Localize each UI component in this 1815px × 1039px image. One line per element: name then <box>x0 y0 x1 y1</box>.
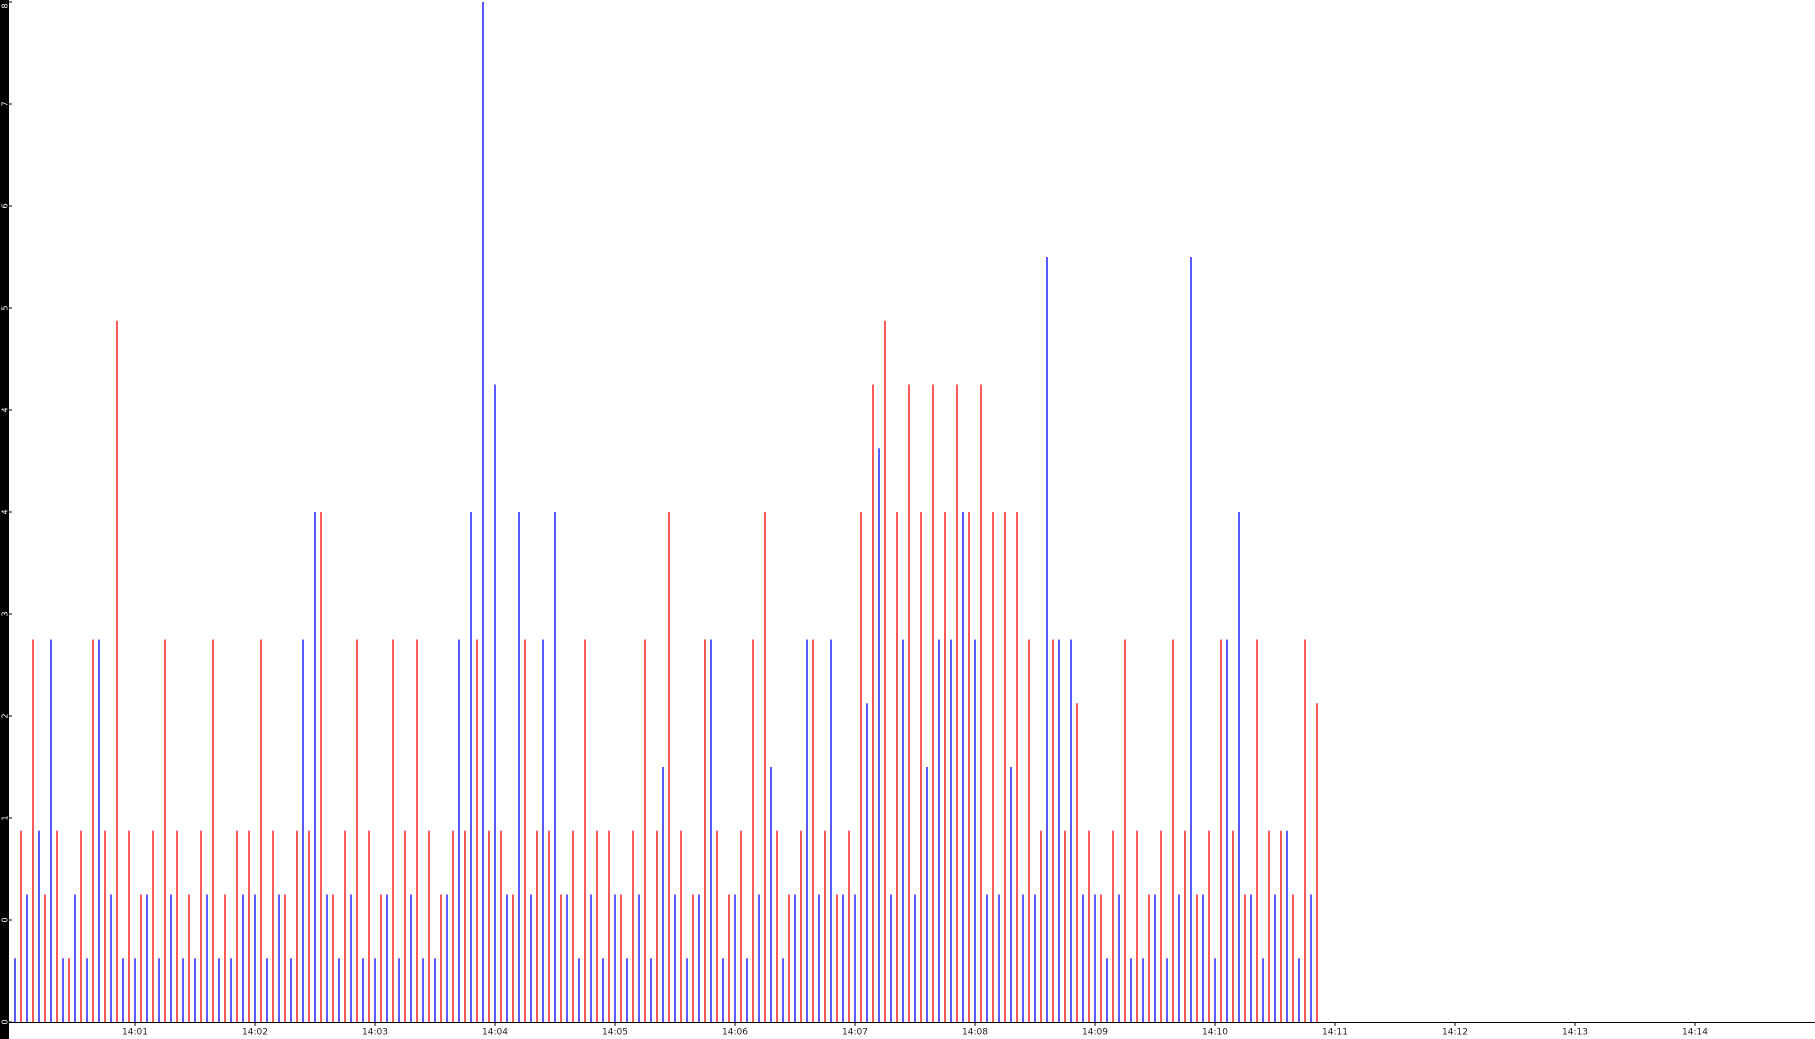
y-tick-label: 0 <box>1 917 10 922</box>
y-tick-label: 5 <box>1 305 10 310</box>
x-tick-label: 14:10 <box>1202 1028 1228 1038</box>
x-tick-label: 14:02 <box>242 1028 268 1038</box>
x-tick-label: 14:04 <box>482 1028 508 1038</box>
x-tick-label: 14:13 <box>1562 1028 1588 1038</box>
y-tick-label: 4 <box>1 407 10 412</box>
y-tick-label: 0 <box>1 1019 10 1024</box>
y-tick-label: 2 <box>1 713 10 718</box>
y-tick-label: 1 <box>1 815 10 820</box>
y-tick-label: 6 <box>1 203 10 208</box>
x-tick-label: 14:14 <box>1682 1028 1708 1038</box>
x-tick-label: 14:11 <box>1322 1028 1348 1038</box>
x-tick-label: 14:08 <box>962 1028 988 1038</box>
y-tick-label: 3 <box>1 611 10 616</box>
x-tick-label: 14:06 <box>722 1028 748 1038</box>
x-tick-label: 14:03 <box>362 1028 388 1038</box>
y-tick-label: 4 <box>1 509 10 514</box>
x-tick-label: 14:09 <box>1082 1028 1108 1038</box>
x-tick-label: 14:05 <box>602 1028 628 1038</box>
x-tick-label: 14:01 <box>122 1028 148 1038</box>
y-tick-label: 8 <box>1 3 10 8</box>
x-tick-label: 14:12 <box>1442 1028 1468 1038</box>
axis-strip <box>0 0 9 1039</box>
x-tick-label: 14:07 <box>842 1028 868 1038</box>
y-tick-label: 7 <box>1 101 10 106</box>
